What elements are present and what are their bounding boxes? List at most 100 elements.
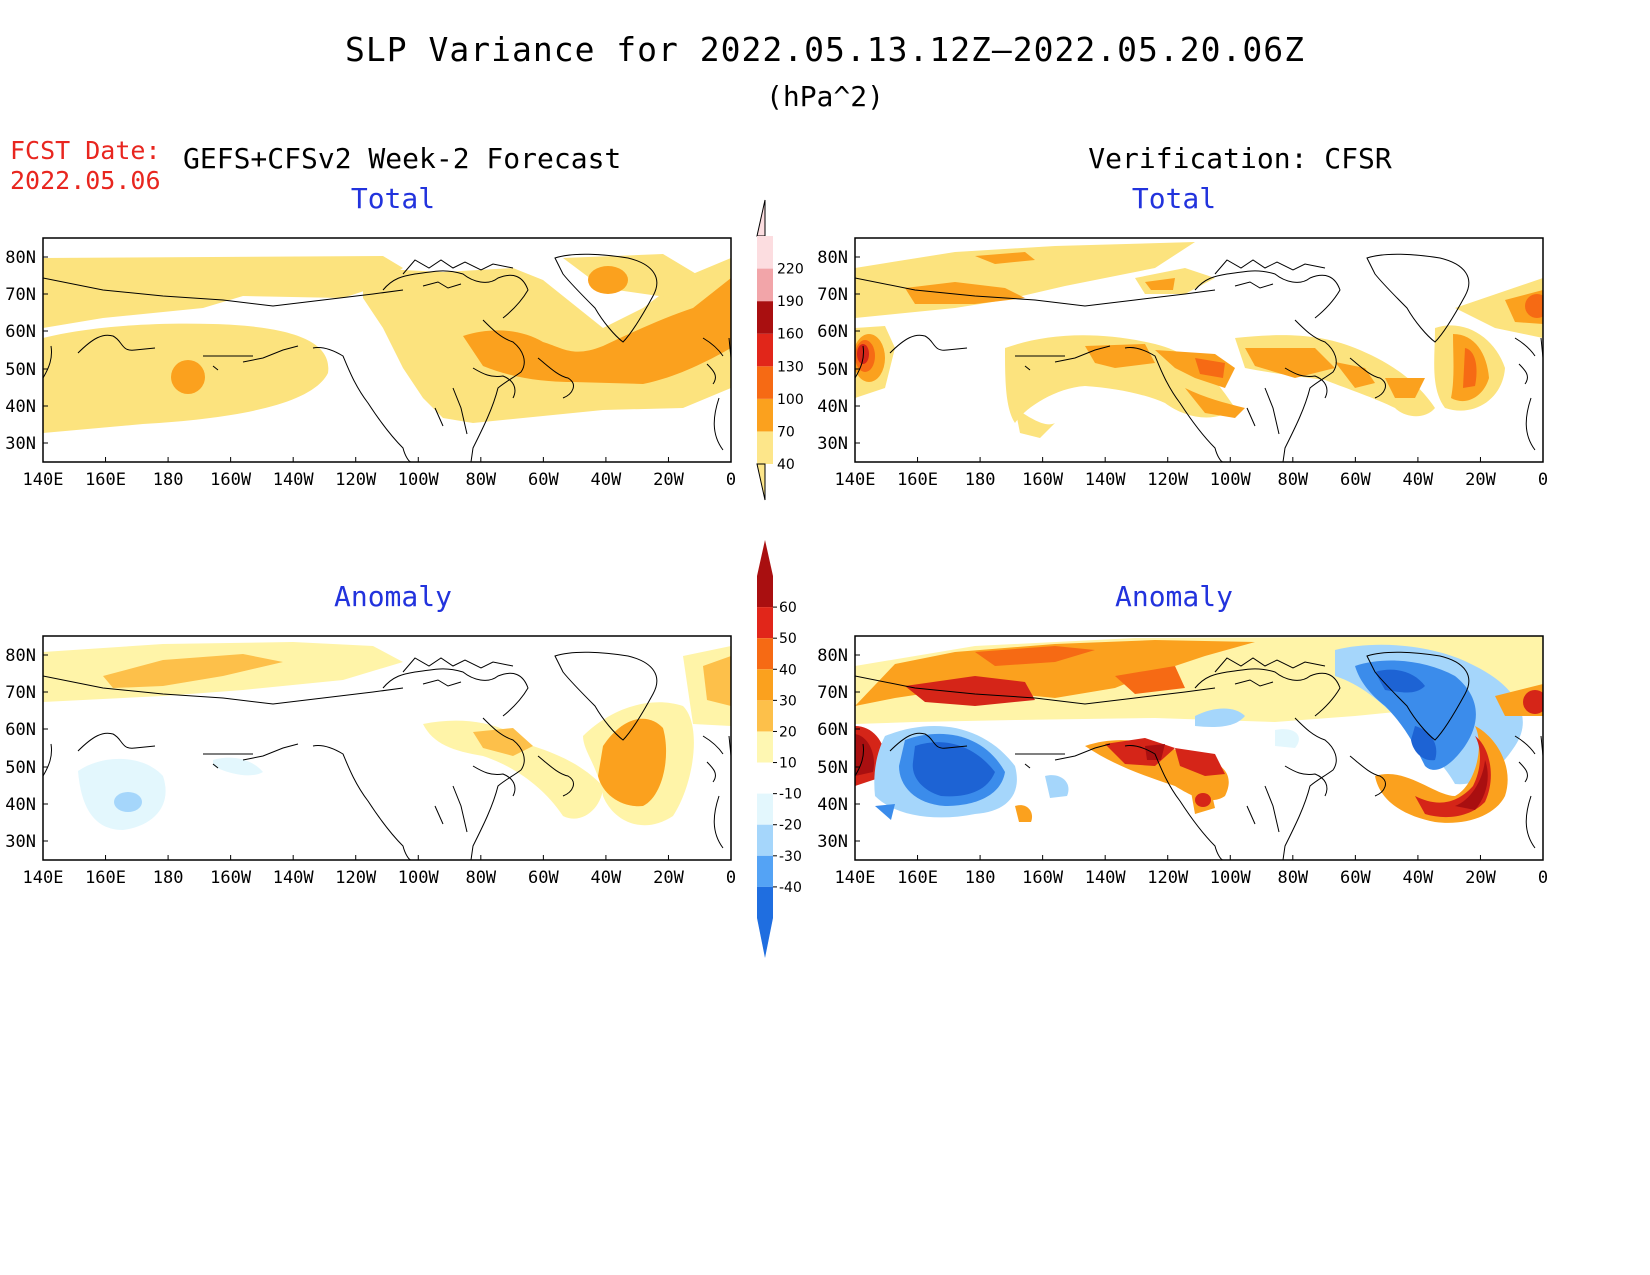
forecast-subtitle: GEFS+CFSv2 Week-2 Forecast bbox=[183, 142, 622, 175]
lon-label: 0 bbox=[726, 868, 736, 888]
lon-label: 120W bbox=[335, 868, 377, 888]
lat-label: 80N bbox=[817, 248, 848, 268]
colorbar-cell bbox=[757, 268, 773, 302]
lat-label: 50N bbox=[5, 360, 36, 380]
lat-label: 70N bbox=[5, 285, 36, 305]
lon-label: 80W bbox=[1277, 470, 1308, 490]
lon-label: 20W bbox=[1465, 868, 1496, 888]
lat-label: 30N bbox=[5, 434, 36, 454]
lat-label: 40N bbox=[5, 397, 36, 417]
colorbar-cell bbox=[757, 236, 773, 269]
lat-label: 80N bbox=[5, 248, 36, 268]
colorbar-cell bbox=[757, 398, 773, 432]
lon-label: 160W bbox=[210, 470, 252, 490]
lon-label: 140W bbox=[1085, 868, 1127, 888]
lon-label: 120W bbox=[1147, 470, 1189, 490]
lon-label: 100W bbox=[1210, 470, 1252, 490]
lat-label: 60N bbox=[5, 322, 36, 342]
lon-label: 160E bbox=[897, 470, 938, 490]
lon-label: 20W bbox=[1465, 470, 1496, 490]
colorbar-cell bbox=[757, 731, 773, 763]
lon-label: 160E bbox=[85, 868, 126, 888]
colorbar-level: -30 bbox=[779, 849, 802, 865]
lon-label: 0 bbox=[726, 470, 736, 490]
colorbar-cell bbox=[757, 366, 773, 399]
lon-label: 160W bbox=[1022, 470, 1064, 490]
lat-label: 70N bbox=[817, 683, 848, 703]
colorbar-cell bbox=[757, 576, 773, 608]
lat-label: 40N bbox=[5, 795, 36, 815]
lon-label: 180 bbox=[965, 868, 996, 888]
colorbar-level: 40 bbox=[779, 662, 797, 678]
lon-label: 160W bbox=[1022, 868, 1064, 888]
units-label: (hPa^2) bbox=[765, 80, 884, 113]
lon-label: 0 bbox=[1538, 868, 1548, 888]
colorbar-level: 20 bbox=[779, 724, 797, 740]
colorbar-cell bbox=[757, 700, 773, 732]
main-title: SLP Variance for 2022.05.13.12Z–2022.05.… bbox=[345, 30, 1305, 69]
lon-label: 0 bbox=[1538, 470, 1548, 490]
lon-label: 60W bbox=[528, 868, 559, 888]
colorbar-level: 160 bbox=[777, 327, 804, 343]
lon-label: 100W bbox=[398, 868, 440, 888]
total-colorbar: 40 70 100 130 160 190 220 bbox=[756, 199, 804, 501]
colorbar-level: 10 bbox=[779, 756, 797, 772]
fcst-date-caption: FCST Date: bbox=[10, 136, 161, 165]
lon-label: 140E bbox=[23, 470, 64, 490]
lon-label: 140W bbox=[273, 868, 315, 888]
colorbar-level: 100 bbox=[777, 392, 804, 408]
lat-label: 30N bbox=[817, 832, 848, 852]
lon-label: 60W bbox=[1340, 470, 1371, 490]
colorbar-level: 190 bbox=[777, 294, 804, 310]
lon-label: 140W bbox=[273, 470, 315, 490]
lon-label: 40W bbox=[591, 868, 622, 888]
lon-label: 180 bbox=[153, 868, 184, 888]
lon-label: 100W bbox=[398, 470, 440, 490]
colorbar-level: 60 bbox=[779, 600, 797, 616]
lon-label: 180 bbox=[153, 470, 184, 490]
lat-label: 70N bbox=[817, 285, 848, 305]
lon-label: 80W bbox=[1277, 868, 1308, 888]
colorbar-cell bbox=[757, 855, 773, 887]
colorbar-cell bbox=[757, 669, 773, 701]
colorbar-level: 130 bbox=[777, 359, 804, 375]
lon-label: 180 bbox=[965, 470, 996, 490]
lon-label: 140E bbox=[23, 868, 64, 888]
verification-total-map bbox=[854, 237, 1544, 463]
lat-label: 60N bbox=[817, 720, 848, 740]
colorbar-cell bbox=[757, 793, 773, 825]
colorbar-level: 40 bbox=[777, 457, 795, 473]
panel-title-verification-anomaly: Anomaly bbox=[1114, 580, 1233, 613]
lon-label: 140E bbox=[835, 470, 876, 490]
colorbar-cell bbox=[757, 762, 773, 794]
lon-label: 120W bbox=[335, 470, 377, 490]
panel-title-forecast-total: Total bbox=[350, 182, 436, 215]
lon-label: 160E bbox=[897, 868, 938, 888]
lat-label: 50N bbox=[5, 758, 36, 778]
lon-label: 160E bbox=[85, 470, 126, 490]
colorbar-level: 50 bbox=[779, 631, 797, 647]
lat-label: 60N bbox=[5, 720, 36, 740]
anomaly-colorbar: 60 50 40 30 20 10 -10 -20 -30 -40 bbox=[757, 540, 802, 958]
colorbar-cell bbox=[757, 638, 773, 670]
colorbar-cell bbox=[757, 607, 773, 639]
lat-label: 50N bbox=[817, 360, 848, 380]
colorbar-cell bbox=[757, 333, 773, 367]
lon-label: 40W bbox=[1403, 868, 1434, 888]
lat-label: 40N bbox=[817, 397, 848, 417]
lon-label: 60W bbox=[528, 470, 559, 490]
lon-label: 100W bbox=[1210, 868, 1252, 888]
lat-label: 50N bbox=[817, 758, 848, 778]
verification-anomaly-map bbox=[854, 635, 1544, 861]
lat-label: 30N bbox=[817, 434, 848, 454]
lon-label: 60W bbox=[1340, 868, 1371, 888]
colorbar-level: -10 bbox=[779, 787, 802, 803]
forecast-total-map bbox=[42, 237, 732, 463]
lon-label: 140W bbox=[1085, 470, 1127, 490]
colorbar-level: 220 bbox=[777, 262, 804, 278]
lon-label: 40W bbox=[591, 470, 622, 490]
panel-title-forecast-anomaly: Anomaly bbox=[333, 580, 452, 613]
lon-label: 20W bbox=[653, 470, 684, 490]
lon-label: 40W bbox=[1403, 470, 1434, 490]
